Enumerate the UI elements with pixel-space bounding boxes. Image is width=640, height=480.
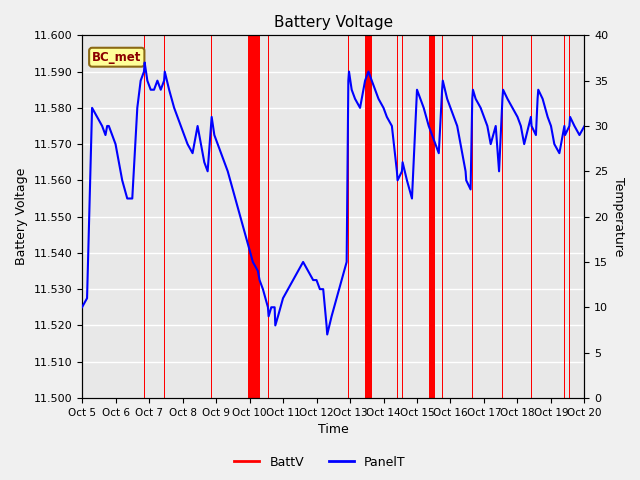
Bar <box>564 36 565 398</box>
X-axis label: Time: Time <box>318 423 349 436</box>
Bar <box>248 36 260 398</box>
Bar <box>496 36 497 398</box>
Bar <box>465 36 467 398</box>
Bar <box>429 36 435 398</box>
Bar <box>365 36 372 398</box>
Bar <box>268 36 269 398</box>
Y-axis label: Battery Voltage: Battery Voltage <box>15 168 28 265</box>
Legend: BattV, PanelT: BattV, PanelT <box>229 451 411 474</box>
Text: BC_met: BC_met <box>92 51 141 64</box>
Bar <box>472 36 473 398</box>
Title: Battery Voltage: Battery Voltage <box>274 15 393 30</box>
Bar <box>502 36 503 398</box>
Bar <box>531 36 532 398</box>
Bar <box>326 36 327 398</box>
Bar <box>211 36 212 398</box>
Bar <box>144 36 145 398</box>
Bar <box>402 36 403 398</box>
Bar <box>442 36 443 398</box>
Y-axis label: Temperature: Temperature <box>612 177 625 256</box>
Bar <box>348 36 349 398</box>
